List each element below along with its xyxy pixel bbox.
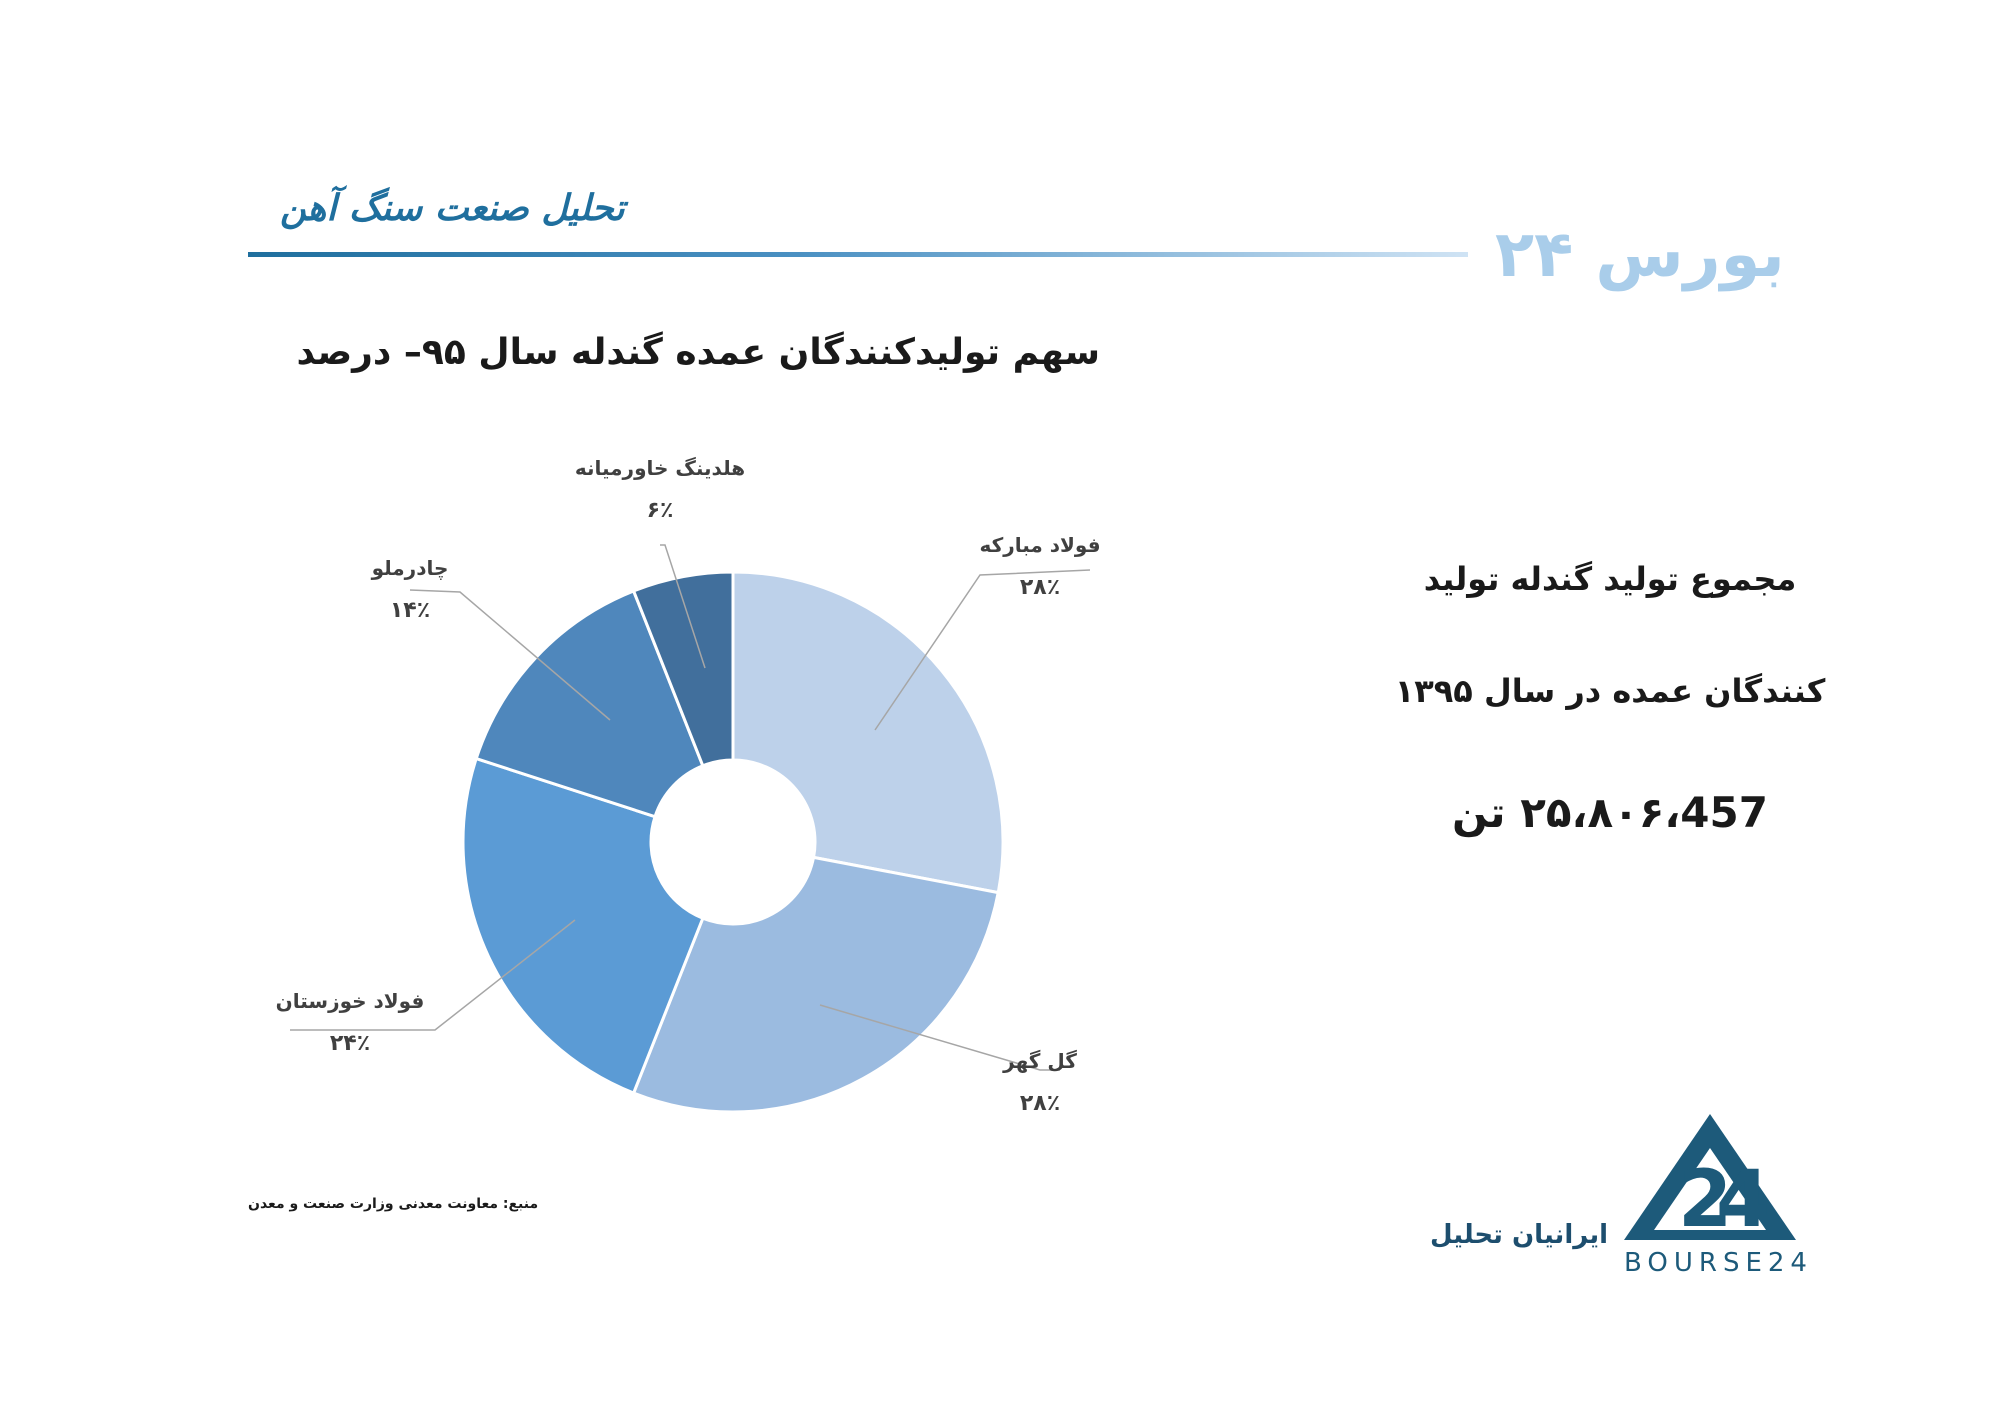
donut-slice (631, 855, 1000, 1114)
page-header-title: تحلیل صنعت سنگ آهن (280, 188, 625, 229)
slice-category-label: گل گهر (1002, 1049, 1077, 1073)
logo-text: BOURSE24 (1624, 1248, 1813, 1278)
donut-slice (731, 570, 1005, 895)
brand-logo-text: بورس ۲۴ (1495, 218, 1785, 292)
slice-category-label: فولاد خوزستان (276, 989, 425, 1013)
donut-slice (474, 589, 705, 819)
slice-value-label: ۲۸٪ (1020, 575, 1060, 600)
chart-title: سهم تولیدکنندگان عمده گندله سال ۹۵– درصد (296, 332, 1100, 373)
slice-value-label: ۱۴٪ (390, 598, 430, 623)
footer-brand: ایرانیان تحلیل (1430, 1220, 1609, 1250)
slice-value-label: ۲۸٪ (1020, 1091, 1060, 1116)
slice-category-label: چادرملو (371, 556, 449, 581)
leader-line (874, 569, 1091, 731)
source-note: منبع: معاونت معدنی وزارت صنعت و معدن (248, 1196, 539, 1212)
slice-value-label: ۲۴٪ (330, 1031, 370, 1056)
info-line-2: کنندگان عمده در سال ۱۳۹۵ (1394, 672, 1826, 710)
header-divider (248, 252, 1468, 257)
donut-slice (631, 570, 735, 768)
bourse24-logo-icon: 2 4 (1624, 1114, 1796, 1245)
info-total: ۲۵،۸۰۶،457 تن (1452, 788, 1768, 837)
info-line-1: مجموع تولید گندله تولید (1423, 560, 1797, 598)
slice-category-label: فولاد مبارکه (979, 533, 1100, 557)
slice-category-label: هلدینگ خاورمیانه (575, 456, 745, 480)
slice-value-label: ۶٪ (647, 498, 674, 523)
leader-line (290, 919, 576, 1031)
leader-line (819, 1004, 1060, 1071)
leader-line (409, 589, 611, 721)
donut-slice (461, 756, 705, 1095)
svg-text:4: 4 (1716, 1155, 1770, 1245)
svg-text:2: 2 (1678, 1155, 1732, 1245)
leader-line (660, 544, 706, 669)
